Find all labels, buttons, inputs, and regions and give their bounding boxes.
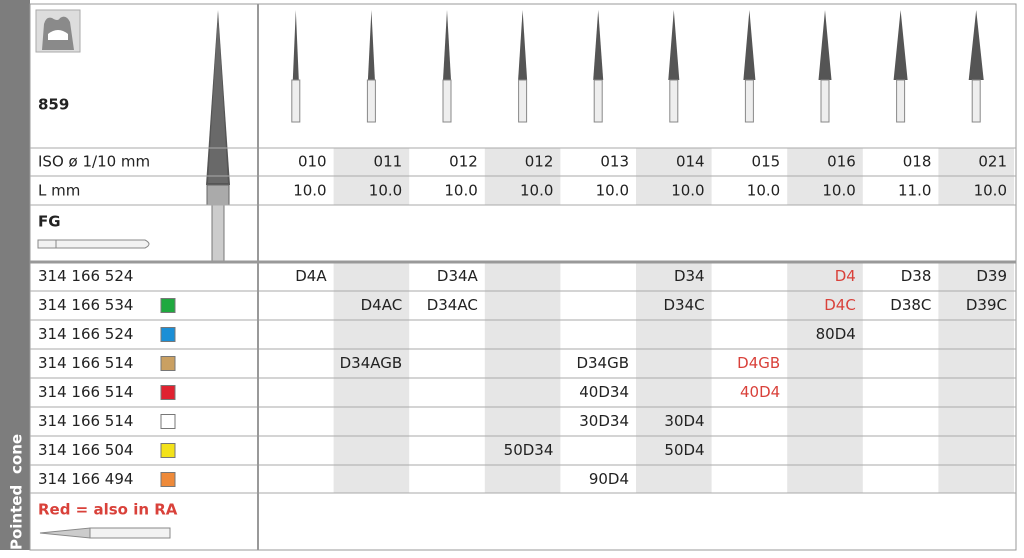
- cell: D4: [835, 267, 856, 285]
- order-code: 314 166 514: [38, 354, 133, 372]
- side-strip: [0, 0, 30, 550]
- bur-drawing: [443, 10, 451, 80]
- bur-icon: [39, 527, 171, 539]
- cell: 40D4: [740, 383, 780, 401]
- cell: 50D34: [504, 441, 554, 459]
- color-swatch: [160, 472, 176, 487]
- cell: D34: [674, 267, 705, 285]
- side-label-line: cone: [8, 434, 26, 474]
- length-cell: 10.0: [822, 182, 855, 200]
- order-code: 314 166 524: [38, 267, 133, 285]
- side-label: Pointed cone: [8, 434, 26, 550]
- order-code: 314 166 514: [38, 412, 133, 430]
- bur-shank: [366, 79, 376, 123]
- size-cell: 018: [903, 153, 932, 171]
- cell: D4GB: [737, 354, 780, 372]
- cell: D34GB: [576, 354, 629, 372]
- cell: D39C: [966, 296, 1007, 314]
- bur-shank: [442, 79, 452, 123]
- size-cell: 021: [978, 153, 1007, 171]
- cell: 90D4: [589, 470, 629, 488]
- length-cell: 11.0: [898, 182, 931, 200]
- cell: D39: [976, 267, 1007, 285]
- bur-drawing: [593, 10, 604, 80]
- order-code: 314 166 504: [38, 441, 133, 459]
- bur-shank: [744, 79, 754, 123]
- bur-drawing: [292, 10, 299, 80]
- length-cell: 10.0: [444, 182, 477, 200]
- cell: D34C: [663, 296, 704, 314]
- length-cell: 10.0: [520, 182, 553, 200]
- bur-drawing: [743, 10, 756, 80]
- length-cell: 10.0: [671, 182, 704, 200]
- length-label: L mm: [38, 182, 80, 200]
- bur-drawing: [518, 10, 528, 80]
- tooth-icon: [35, 9, 81, 53]
- order-code: 314 166 494: [38, 470, 133, 488]
- cell: 30D4: [664, 412, 704, 430]
- order-code: 314 166 524: [38, 325, 133, 343]
- length-cell: 10.0: [747, 182, 780, 200]
- size-cell: 015: [752, 153, 781, 171]
- size-cell: 011: [374, 153, 403, 171]
- bur-drawing: [893, 10, 908, 80]
- length-cell: 10.0: [974, 182, 1007, 200]
- cell: 50D4: [664, 441, 704, 459]
- bur-drawing: [367, 10, 375, 80]
- product-number: 859: [38, 96, 69, 114]
- shank-label: FG: [38, 213, 61, 231]
- cell: D34AC: [427, 296, 478, 314]
- color-swatch: [160, 443, 176, 458]
- shank-icon: [37, 239, 150, 249]
- color-swatch: [160, 414, 176, 429]
- size-cell: 014: [676, 153, 705, 171]
- color-swatch: [160, 356, 176, 371]
- bur-illustration: [206, 10, 230, 263]
- size-cell: 012: [449, 153, 478, 171]
- bur-shank: [820, 79, 830, 123]
- cell: 80D4: [816, 325, 856, 343]
- cell: D38: [901, 267, 932, 285]
- bur-shank: [971, 79, 981, 123]
- length-cell: 10.0: [369, 182, 402, 200]
- bur-shank: [291, 79, 301, 123]
- length-cell: 10.0: [293, 182, 326, 200]
- order-code: 314 166 514: [38, 383, 133, 401]
- order-code: 314 166 534: [38, 296, 133, 314]
- bur-shank: [669, 79, 679, 123]
- bur-drawing: [968, 10, 984, 80]
- bur-drawing: [818, 10, 832, 80]
- size-cell: 010: [298, 153, 327, 171]
- legend-note: Red = also in RA: [38, 501, 178, 519]
- side-label-line: Pointed: [8, 485, 26, 550]
- frame: [29, 3, 1017, 551]
- bur-drawing: [668, 10, 680, 80]
- cell: D34A: [437, 267, 479, 285]
- iso-label: ISO ø 1/10 mm: [38, 153, 150, 171]
- color-swatch: [160, 327, 176, 342]
- color-swatch: [160, 385, 176, 400]
- bur-shank: [593, 79, 603, 123]
- cell: 40D34: [579, 383, 629, 401]
- size-cell: 013: [600, 153, 629, 171]
- color-swatch: [160, 298, 176, 313]
- cell: 30D34: [579, 412, 629, 430]
- size-cell: 016: [827, 153, 856, 171]
- bur-shank: [896, 79, 906, 123]
- length-cell: 10.0: [596, 182, 629, 200]
- cell: D34AGB: [340, 354, 403, 372]
- cell: D4AC: [361, 296, 403, 314]
- bur-shank: [518, 79, 528, 123]
- cell: D4A: [295, 267, 327, 285]
- cell: D38C: [890, 296, 931, 314]
- size-cell: 012: [525, 153, 554, 171]
- cell: D4C: [824, 296, 856, 314]
